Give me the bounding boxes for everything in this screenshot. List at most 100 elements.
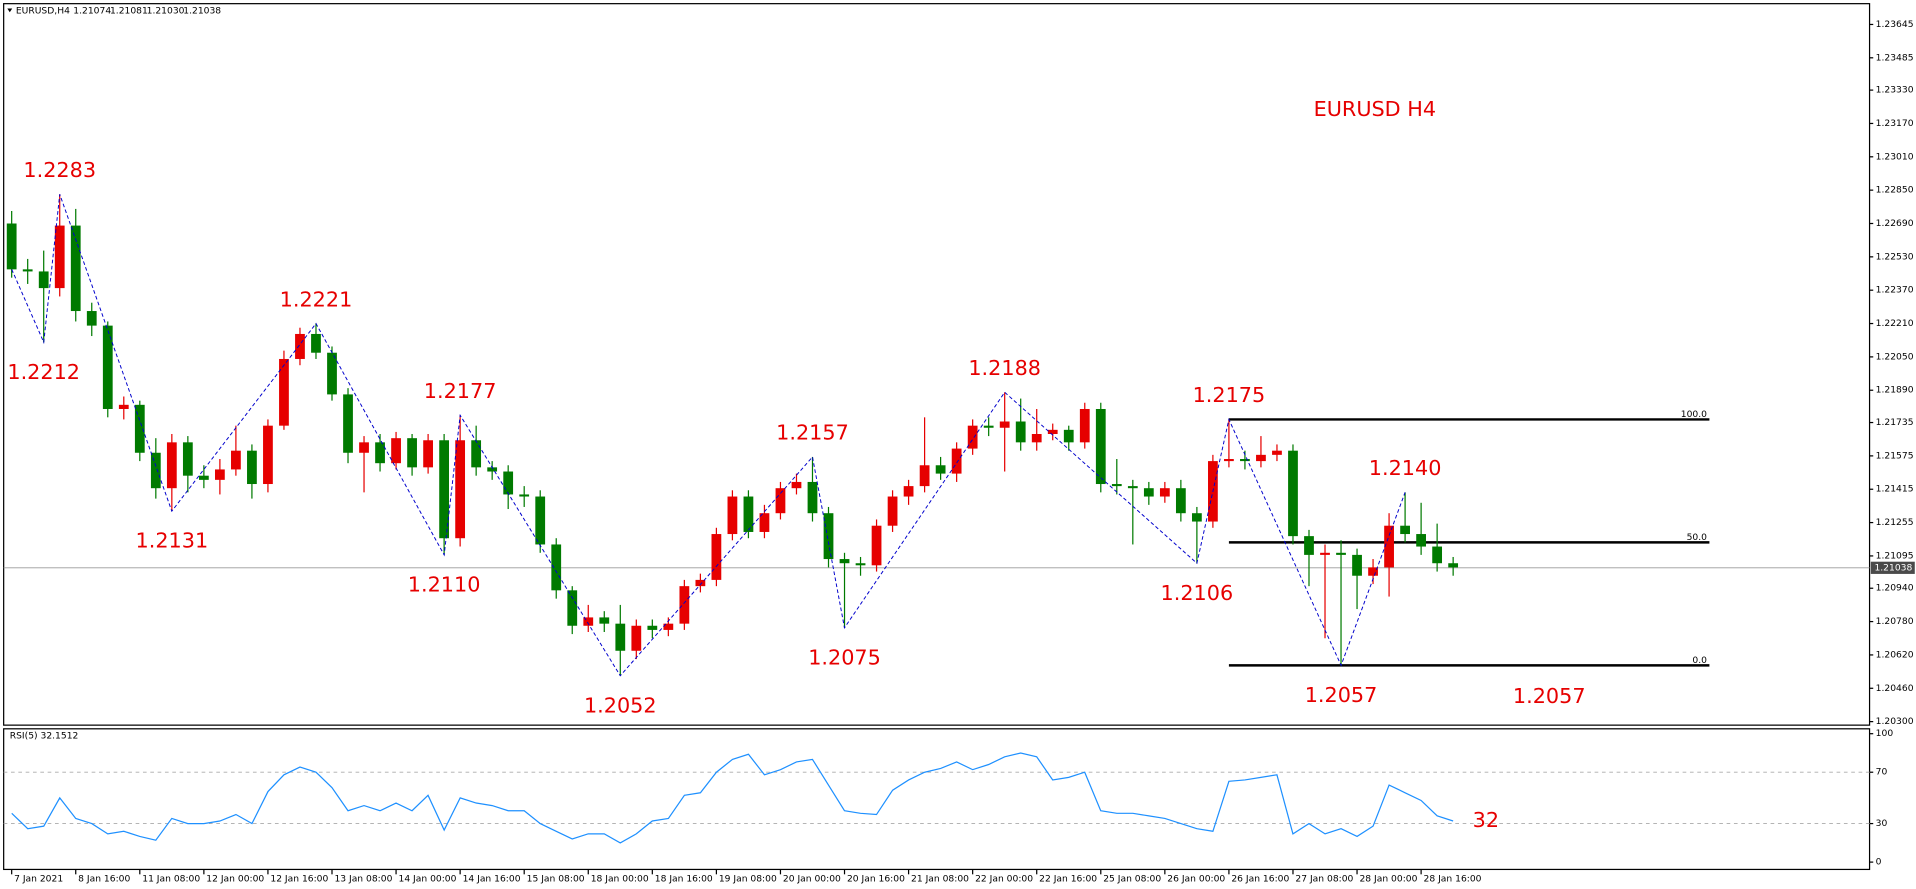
y-tick-label: 1.23330 [1876,85,1914,96]
candle-body [375,442,385,464]
candle-body [551,544,562,591]
zigzag [11,194,1406,677]
pivot-label: 1.2175 [1193,383,1266,407]
fibo-label: 0.0 [1692,655,1707,666]
candle-body [807,481,818,514]
x-tick-label: 12 Jan 00:00 [206,874,264,885]
candle-body [983,425,994,428]
candle-body [214,469,225,480]
fibo-label: 50.0 [1687,532,1708,543]
current-price-label: 1.21038 [1874,562,1912,573]
x-tick-label: 28 Jan 16:00 [1424,874,1482,885]
candle-body [1015,421,1026,443]
candle-body [919,465,930,487]
y-tick-label: 1.20940 [1876,583,1914,594]
y-tick-label: 1.22210 [1876,318,1914,329]
candle-body [150,452,161,489]
y-tick-label: 1.22690 [1876,218,1914,229]
candle-body [1063,429,1074,443]
y-tick-label: 1.23645 [1876,19,1914,30]
candle-body [1191,513,1202,522]
candle-body [1240,459,1250,462]
candle-body [583,617,594,626]
y-tick-label: 1.22850 [1876,185,1914,196]
candle-body [86,311,97,326]
candle-body [359,442,369,453]
candle-body [231,450,241,470]
rsi-tick-label: 0 [1876,857,1882,868]
candle-body [134,404,145,453]
candle-body [1384,525,1394,568]
candle-body [38,271,49,289]
candle-body [279,358,289,426]
quote: 1.21074 [73,6,111,17]
candle-body [1272,450,1282,455]
annotation: 1.2057 [1513,684,1586,708]
candle-body [247,450,257,485]
quote: 1.21081 [110,6,148,17]
candle-body [679,586,690,624]
pivot-label: 1.2110 [408,572,481,596]
candle-body [775,488,786,514]
candle-body [1448,563,1459,568]
candle-body [1224,459,1234,462]
candle-body [935,465,946,474]
candle-body [999,421,1010,428]
candle-body [503,471,514,495]
candle-body [1143,488,1154,497]
symbol: EURUSD,H4 [16,6,70,17]
menu-arrow[interactable] [7,8,13,13]
current-price-box [1870,561,1915,574]
chart-title: EURUSD H4 [1314,97,1437,121]
y-tick-label: 1.20460 [1876,683,1914,694]
candle-body [1256,454,1266,462]
y-tick-label: 1.22050 [1876,351,1914,362]
x-tick-label: 22 Jan 00:00 [975,874,1033,885]
candle-body [759,513,770,532]
candle-body [182,442,193,476]
candle-body [54,225,65,289]
x-tick-label: 18 Jan 00:00 [591,874,649,885]
candle-body [1111,484,1122,487]
y-tick-label: 1.21575 [1876,450,1914,461]
pivot-label: 1.2140 [1369,456,1442,480]
candle-body [6,223,17,270]
x-tick-label: 18 Jan 16:00 [655,874,713,885]
candle-body [647,625,658,630]
pivot-label: 1.2188 [968,356,1041,380]
candle-body [615,623,626,651]
x-tick-label: 7 Jan 2021 [14,874,63,885]
candle-body [423,440,433,468]
y-tick-label: 1.21415 [1876,484,1914,495]
x-tick-label: 13 Jan 08:00 [334,874,392,885]
x-tick-label: 19 Jan 08:00 [719,874,777,885]
candle-body [1336,552,1346,555]
pivot-label: 1.2057 [1305,683,1378,707]
candle-body [1288,450,1298,537]
candle-body [1352,554,1362,576]
candle-body [439,440,450,539]
candle-body [70,225,81,312]
price-frame [3,3,1871,726]
y-tick-label: 1.21735 [1876,417,1914,428]
candle-body [295,333,305,359]
y-tick-label: 1.23010 [1876,151,1914,162]
candle-body [823,513,834,560]
rsi-tick-label: 100 [1876,728,1894,739]
x-tick-label: 8 Jan 16:00 [78,874,130,885]
rsi-label: RSI(5) 32.1512 [10,731,79,742]
y-tick-label: 1.20300 [1876,716,1914,727]
x-tick-label: 14 Jan 16:00 [463,874,521,885]
candle-body [663,623,674,630]
candle-body [1400,525,1410,535]
pivot-label: 1.2052 [584,693,657,717]
pivot-label: 1.2157 [776,421,849,445]
candle-body [567,590,578,626]
candle-body [407,438,417,468]
pivot-label: 1.2283 [23,158,96,182]
x-tick-label: 11 Jan 08:00 [142,874,200,885]
candle-body [839,559,850,564]
candle-body [711,534,722,580]
